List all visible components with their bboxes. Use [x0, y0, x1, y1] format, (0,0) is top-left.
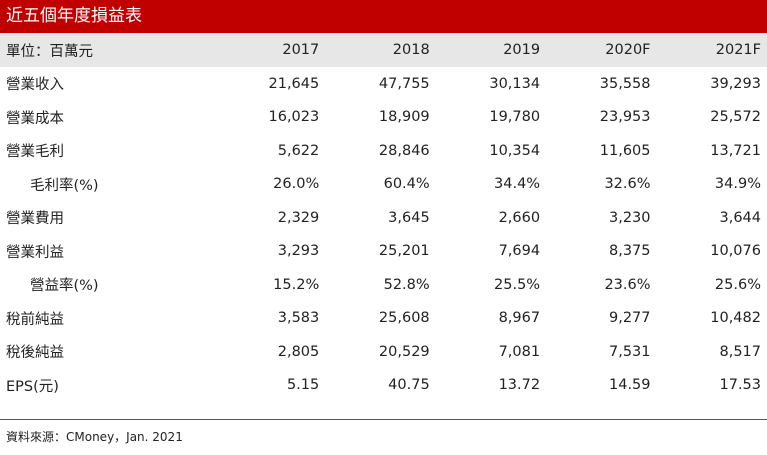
- table-cell: 2,660: [498, 209, 541, 226]
- table-cell: 28,846: [378, 142, 430, 159]
- table-row: 營業成本 16,023 18,909 19,780 23,953 25,572: [0, 101, 767, 135]
- table-cell: 10,482: [710, 310, 761, 327]
- table-cell: 23.6%: [604, 276, 651, 293]
- table-cell: 21,645: [268, 75, 320, 92]
- table-cell: 34.4%: [494, 176, 541, 193]
- table-cell: 26.0%: [273, 176, 320, 193]
- table-cell: 60.4%: [383, 176, 430, 193]
- source-note: 資料來源：CMoney，Jan. 2021: [6, 430, 183, 444]
- table-cell: 8,375: [609, 243, 651, 260]
- table-cell: 19,780: [489, 109, 541, 126]
- table-cell: 5,622: [277, 142, 320, 159]
- unit-label: 單位：百萬元: [6, 43, 93, 60]
- table-row: 毛利率(%) 26.0% 60.4% 34.4% 32.6% 34.9%: [0, 168, 767, 202]
- year-header: 2017: [282, 42, 320, 58]
- table-cell: 8,517: [719, 343, 761, 360]
- table-cell: 30,134: [489, 75, 541, 92]
- table-cell: 40.75: [388, 377, 430, 394]
- table-cell: 7,694: [498, 243, 541, 260]
- header-row: 單位：百萬元 2017 2018 2019 2020F 2021F: [0, 33, 767, 67]
- table-cell: 9,277: [609, 310, 651, 327]
- table-cell: 14.59: [609, 377, 651, 394]
- table-cell: 20,529: [378, 343, 430, 360]
- bottom-divider: [0, 419, 767, 420]
- table-cell: 32.6%: [604, 176, 651, 193]
- year-header: 2019: [503, 42, 541, 58]
- table-cell: 52.8%: [383, 276, 430, 293]
- table-cell: 10,354: [489, 142, 541, 159]
- row-label: 毛利率(%): [30, 177, 99, 194]
- row-label: 營業收入: [6, 77, 64, 94]
- table-cell: 25,608: [378, 310, 430, 327]
- year-header: 2020F: [605, 42, 651, 58]
- table-cell: 13.72: [498, 377, 541, 394]
- table-cell: 34.9%: [714, 176, 761, 193]
- row-label: 稅前純益: [6, 311, 64, 328]
- table-cell: 7,531: [609, 343, 651, 360]
- table-cell: 8,967: [498, 310, 541, 327]
- table-cell: 25.5%: [494, 276, 541, 293]
- table-row: 稅前純益 3,583 25,608 8,967 9,277 10,482: [0, 302, 767, 336]
- table-cell: 35,558: [599, 75, 651, 92]
- year-header: 2018: [392, 42, 430, 58]
- table-row: 營業費用 2,329 3,645 2,660 3,230 3,644: [0, 201, 767, 235]
- table-cell: 3,230: [609, 209, 651, 226]
- table-cell: 16,023: [268, 109, 320, 126]
- row-label: 稅後純益: [6, 345, 64, 362]
- table-cell: 25,201: [378, 243, 430, 260]
- table-cell: 23,953: [599, 109, 651, 126]
- year-header: 2021F: [715, 42, 761, 58]
- table-cell: 2,805: [277, 343, 320, 360]
- table-cell: 3,645: [388, 209, 430, 226]
- row-label: 營業利益: [6, 244, 64, 261]
- row-label: 營業成本: [6, 110, 64, 127]
- table-cell: 15.2%: [273, 276, 320, 293]
- table-body: 營業收入 21,645 47,755 30,134 35,558 39,293 營業成本 16…: [0, 67, 767, 402]
- table-row: 營益率(%) 15.2% 52.8% 25.5% 23.6% 25.6%: [0, 268, 767, 302]
- table-cell: 18,909: [378, 109, 430, 126]
- table-cell: 39,293: [710, 75, 761, 92]
- table-cell: 5.15: [286, 377, 320, 394]
- table-row: EPS(元) 5.15 40.75 13.72 14.59 17.53: [0, 369, 767, 403]
- table-cell: 47,755: [378, 75, 430, 92]
- table-cell: 3,293: [277, 243, 320, 260]
- row-label: 營業毛利: [6, 144, 64, 161]
- table-cell: 11,605: [599, 142, 651, 159]
- income-statement-table: 單位：百萬元 2017 2018 2019 2020F 2021F 營業收入 21…: [0, 33, 767, 402]
- table-cell: 25.6%: [714, 276, 761, 293]
- table-row: 營業毛利 5,622 28,846 10,354 11,605 13,721: [0, 134, 767, 168]
- table-cell: 3,644: [719, 209, 761, 226]
- table-cell: 17.53: [719, 377, 761, 394]
- table-row: 營業利益 3,293 25,201 7,694 8,375 10,076: [0, 235, 767, 269]
- table-title: 近五個年度損益表: [0, 0, 767, 33]
- table-cell: 7,081: [498, 343, 541, 360]
- table-cell: 13,721: [710, 142, 761, 159]
- table-cell: 10,076: [710, 243, 761, 260]
- table-row: 營業收入 21,645 47,755 30,134 35,558 39,293: [0, 67, 767, 101]
- row-label: 營益率(%): [30, 278, 99, 295]
- row-label: 營業費用: [6, 211, 64, 228]
- row-label: EPS(元): [6, 378, 59, 395]
- table-cell: 3,583: [277, 310, 320, 327]
- table-cell: 25,572: [710, 109, 761, 126]
- table-cell: 2,329: [277, 209, 320, 226]
- table-row: 稅後純益 2,805 20,529 7,081 7,531 8,517: [0, 335, 767, 369]
